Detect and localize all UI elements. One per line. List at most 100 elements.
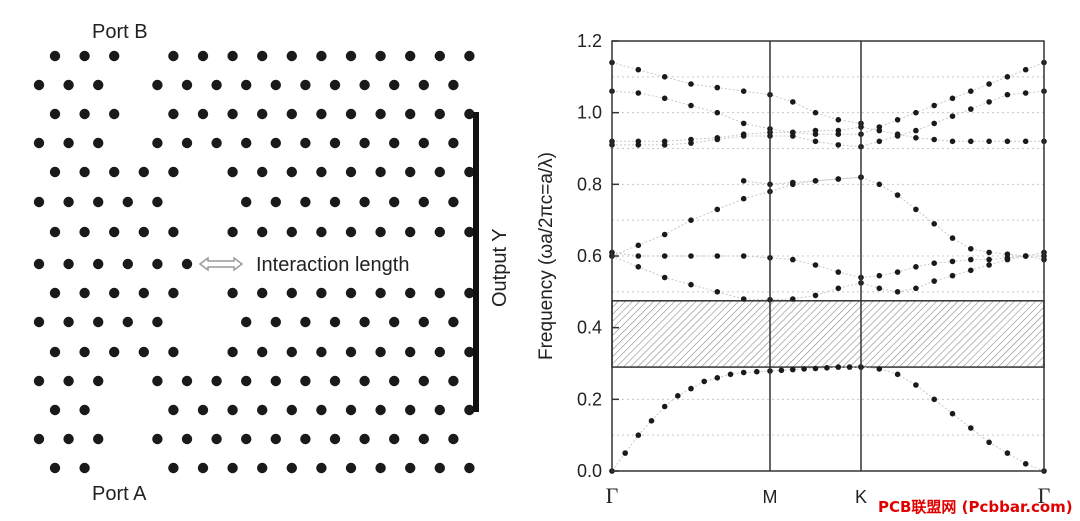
band-line — [743, 176, 862, 185]
rod — [33, 316, 45, 328]
rod — [345, 346, 357, 358]
rod — [316, 404, 327, 416]
band-point — [661, 403, 668, 410]
rod — [122, 196, 133, 208]
band-point — [688, 253, 694, 259]
band-point — [913, 135, 919, 141]
band-point — [714, 136, 721, 143]
rod — [49, 404, 61, 416]
rod — [359, 433, 370, 445]
rod — [375, 287, 386, 299]
band-point — [835, 285, 842, 292]
rod — [270, 375, 281, 387]
band-point — [688, 281, 694, 288]
rod — [181, 375, 193, 387]
rod — [316, 108, 327, 120]
rod — [345, 404, 357, 416]
rod — [448, 137, 459, 149]
y-tick-label: 0.0 — [577, 461, 602, 481]
band-point — [968, 106, 974, 112]
rod — [375, 50, 386, 62]
rod — [49, 462, 61, 474]
band-point — [635, 90, 642, 96]
rod — [345, 287, 357, 299]
band-point — [835, 269, 842, 275]
rod — [257, 166, 268, 178]
rod — [389, 375, 400, 387]
rod — [286, 346, 297, 358]
rod — [434, 462, 445, 474]
band-point — [790, 256, 796, 263]
rod — [434, 108, 445, 120]
band-point — [714, 206, 721, 213]
rod — [405, 404, 416, 416]
rod — [257, 287, 268, 299]
band-point — [894, 117, 901, 123]
rod — [434, 226, 445, 238]
band-point — [727, 371, 734, 378]
band-point — [835, 131, 842, 137]
rod — [211, 79, 222, 91]
band-point — [740, 296, 747, 302]
band-point — [949, 95, 956, 102]
band-point — [688, 102, 694, 109]
band-point — [894, 269, 901, 275]
rod — [448, 196, 459, 208]
rod — [93, 433, 104, 445]
port-b-label: Port B — [92, 21, 148, 43]
rod — [109, 50, 120, 62]
rod — [168, 166, 179, 178]
rod — [241, 196, 252, 208]
band-point — [790, 296, 796, 302]
band-point — [688, 385, 694, 392]
rod — [464, 287, 475, 299]
rod — [375, 108, 386, 120]
rod — [152, 375, 163, 387]
band-point — [949, 138, 956, 145]
y-tick-label: 1.2 — [577, 31, 602, 51]
rod — [63, 196, 74, 208]
band-point — [876, 124, 883, 130]
rod — [464, 50, 475, 62]
band-point — [824, 365, 830, 371]
band-point — [778, 367, 785, 374]
rod — [197, 108, 209, 120]
band-point — [931, 120, 937, 127]
rod — [49, 108, 61, 120]
band-point — [894, 289, 901, 295]
band-point — [835, 364, 842, 370]
rod — [405, 346, 416, 358]
rod — [63, 258, 74, 270]
rod — [375, 404, 386, 416]
band-point — [675, 393, 681, 399]
rod — [63, 433, 74, 445]
band-point — [740, 88, 747, 94]
band-point — [688, 217, 694, 223]
rod — [329, 316, 341, 328]
band-point — [876, 181, 883, 188]
band-point — [986, 81, 992, 87]
band-point — [1022, 66, 1029, 73]
rod — [227, 287, 238, 299]
watermark: PCB联盟网 (Pcbbar.com) — [878, 498, 1073, 516]
band-point — [876, 366, 883, 372]
band-point — [835, 142, 842, 148]
rod — [286, 287, 297, 299]
rod — [270, 316, 281, 328]
band-point — [812, 138, 819, 145]
band-point — [913, 127, 919, 134]
band-diagram: 0.0 0.2 0.4 0.6 0.8 1.0 1.2 Γ M K Γ Frequency (ωa… — [536, 31, 1051, 508]
rod — [109, 226, 120, 238]
rod — [375, 166, 386, 178]
rod — [418, 196, 429, 208]
rod — [109, 346, 120, 358]
rod — [464, 226, 475, 238]
rod — [138, 287, 149, 299]
rod — [359, 196, 370, 208]
rod — [33, 375, 45, 387]
rod — [448, 316, 459, 328]
output-bar — [473, 112, 479, 412]
band-point — [949, 410, 956, 417]
y-tick-label: 0.6 — [577, 246, 602, 266]
rod — [79, 404, 90, 416]
